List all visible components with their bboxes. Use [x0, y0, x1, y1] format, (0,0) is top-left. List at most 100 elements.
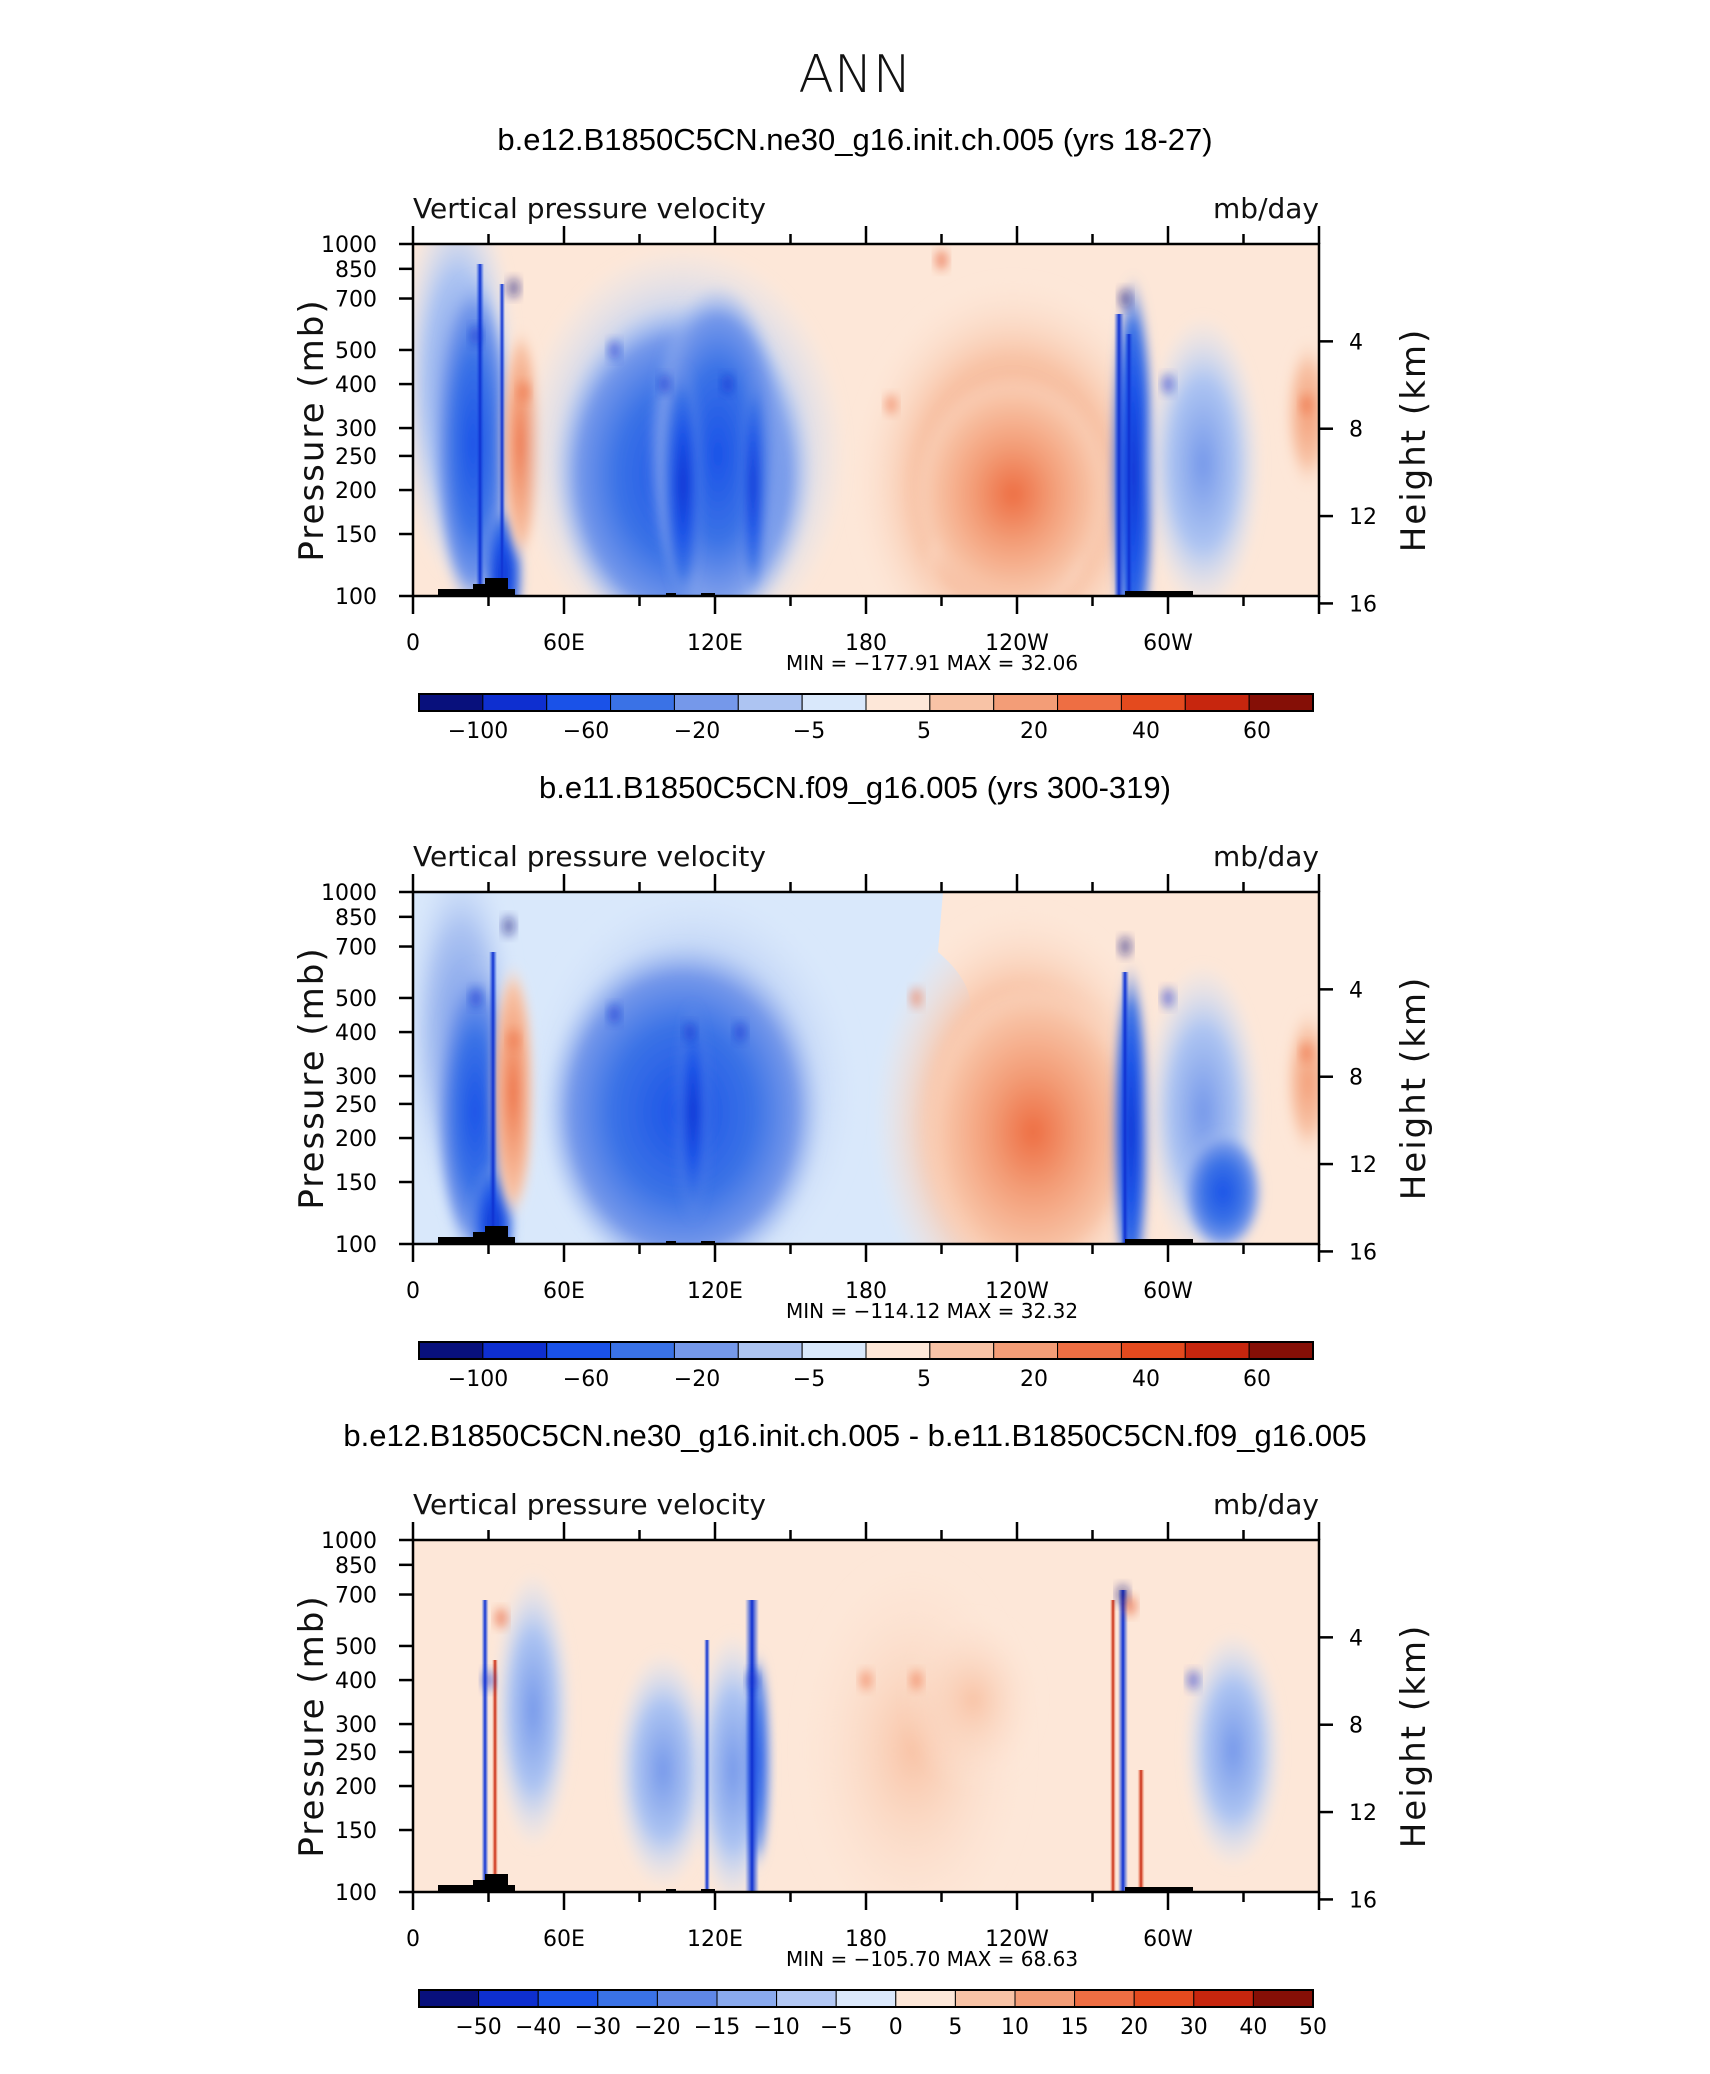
y2-tick-label: 8: [1349, 418, 1363, 443]
colorbar-swatch: [865, 1341, 931, 1360]
contour-blob: [1283, 1002, 1319, 1162]
colorbar-swatch: [1252, 1989, 1314, 2008]
colorbar-swatch: [1248, 693, 1314, 712]
contour-field: [413, 1540, 1319, 1892]
colorbar: −100 −60 −20 −5 5 20 40 60: [418, 693, 1314, 744]
field-extremum: [502, 916, 515, 937]
y-tick-label: 300: [335, 1713, 377, 1738]
colorbar-label: −10: [753, 2015, 799, 2040]
min-max-label: MIN = −177.91 MAX = 32.06: [786, 651, 1078, 675]
colorbar-label: −20: [634, 2015, 680, 2040]
colorbar-swatch: [1120, 693, 1186, 712]
colorbar-label: −5: [793, 719, 825, 744]
colorbar-swatch: [482, 693, 548, 712]
colorbar-swatch: [865, 693, 931, 712]
colorbar-swatch: [716, 1989, 778, 2008]
colorbar-swatch: [597, 1989, 658, 2008]
field-extremum: [658, 374, 671, 395]
field-extremum: [1162, 374, 1174, 395]
contour-strip: [745, 1600, 759, 1892]
colorbar-label: −50: [455, 2015, 501, 2040]
field-extremum: [721, 374, 734, 395]
topography: [701, 1889, 715, 1892]
colorbar-label: −60: [563, 719, 609, 744]
colorbar-swatch: [1120, 1341, 1186, 1360]
colorbar-swatch: [418, 1341, 484, 1360]
y-tick-label: 250: [335, 445, 377, 470]
y-tick-label: 1000: [321, 881, 377, 906]
field-extremum: [507, 1029, 520, 1050]
colorbar-frame: [418, 693, 1314, 712]
y2-tick-label: 12: [1349, 505, 1377, 530]
contour-blob: [923, 982, 1143, 1244]
plot-area: 0 60E 120E 180 120W 60W 100 150 200 250 300 400 500 7…: [292, 226, 1434, 675]
y-tick-label: 200: [335, 1127, 377, 1152]
x-tick-label: 60E: [543, 1927, 585, 1952]
y2-tick-label: 4: [1349, 1626, 1363, 1651]
panel-title: b.e12.B1850C5CN.ne30_g16.init.ch.005 - b…: [343, 1418, 1366, 1453]
field-extremum: [495, 1608, 508, 1629]
x-tick-label: 120W: [985, 1279, 1049, 1304]
colorbar-swatch: [929, 1341, 995, 1360]
contour-strip: [492, 1660, 498, 1892]
colorbar-swatch: [1074, 1989, 1135, 2008]
colorbar-swatch: [656, 1989, 718, 2008]
y2-tick-label: 4: [1349, 330, 1363, 355]
y-tick-label: 100: [335, 585, 377, 610]
colorbar-label: 40: [1132, 1367, 1160, 1392]
y-tick-label: 400: [335, 373, 377, 398]
contour-strip: [1125, 334, 1133, 596]
y-tick-label: 1000: [321, 1529, 377, 1554]
colorbar-swatch: [993, 693, 1059, 712]
colorbar-label: 60: [1243, 1367, 1271, 1392]
contour-strip: [1121, 972, 1129, 1244]
units-label: mb/day: [1213, 192, 1319, 225]
y2-tick-label: 8: [1349, 1714, 1363, 1739]
colorbar-swatch: [546, 693, 612, 712]
colorbar-label: 5: [917, 1367, 931, 1392]
contour-strip: [481, 1600, 489, 1892]
colorbar-label: 5: [917, 719, 931, 744]
colorbar-swatch: [1184, 693, 1250, 712]
y-tick-label: 200: [335, 479, 377, 504]
colorbar-label: −100: [448, 1367, 508, 1392]
colorbar-label: 20: [1120, 2015, 1148, 2040]
field-extremum: [734, 1022, 747, 1043]
contour-blob: [491, 962, 535, 1222]
y-tick-label: 850: [335, 1554, 377, 1579]
field-extremum: [1300, 1042, 1313, 1063]
contour-strip: [1110, 1600, 1116, 1892]
colorbar-swatch: [673, 693, 739, 712]
topography: [438, 1226, 515, 1244]
topography: [666, 1889, 676, 1892]
y-tick-label: 850: [335, 906, 377, 931]
colorbar-swatch: [1014, 1989, 1076, 2008]
colorbar-swatch: [482, 1341, 548, 1360]
contour-strip: [489, 952, 497, 1244]
y-tick-label: 150: [335, 523, 377, 548]
field-extremum: [608, 1004, 621, 1025]
y2-tick-label: 12: [1349, 1153, 1377, 1178]
colorbar-swatch: [1193, 1989, 1254, 2008]
field-extremum: [1162, 987, 1174, 1008]
colorbar-label: 20: [1020, 719, 1048, 744]
colorbar-frame: [418, 1989, 1314, 2008]
y-tick-label: 150: [335, 1819, 377, 1844]
colorbar-swatch: [673, 1341, 739, 1360]
x-tick-label: 180: [845, 631, 887, 656]
y2-tick-label: 16: [1349, 592, 1377, 617]
y-axis-title: Pressure (mb): [292, 946, 332, 1209]
contour-strip: [1114, 314, 1124, 596]
y-tick-label: 500: [335, 987, 377, 1012]
contour-blob: [913, 374, 1113, 596]
colorbar-swatch: [610, 693, 675, 712]
colorbar-label: 10: [1001, 2015, 1029, 2040]
x-tick-label: 60W: [1143, 631, 1193, 656]
colorbar-label: 20: [1020, 1367, 1048, 1392]
field-extremum: [482, 1670, 495, 1691]
y-tick-label: 300: [335, 1065, 377, 1090]
field-extremum: [1119, 936, 1132, 957]
colorbar-label: −30: [575, 2015, 621, 2040]
contour-blob: [663, 364, 703, 596]
field-extremum: [683, 1022, 696, 1043]
